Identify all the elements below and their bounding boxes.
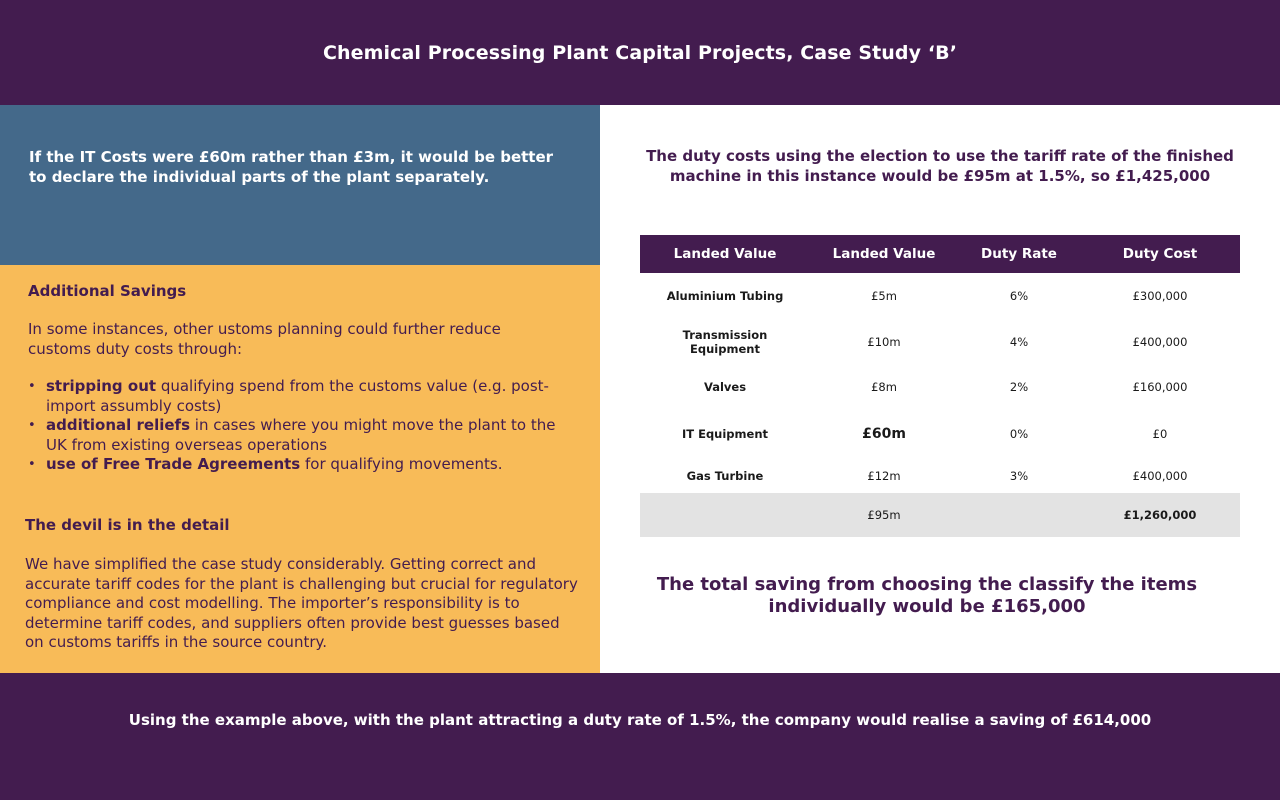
column-header: Duty Rate (958, 235, 1080, 273)
footer-banner: Using the example above, with the plant … (0, 673, 1280, 800)
column-header: Duty Cost (1080, 235, 1240, 273)
total-landed-value: £95m (810, 493, 958, 537)
total-saving-text: The total saving from choosing the class… (656, 574, 1198, 617)
duty-rate: 4% (1009, 335, 1029, 349)
item-name: IT Equipment (681, 427, 769, 441)
bullet-additional-reliefs: additional reliefs in cases where you mi… (28, 416, 580, 455)
duty-rate: 3% (1009, 469, 1029, 483)
column-header: Landed Value (640, 235, 810, 273)
bullet-text: for qualifying movements. (300, 455, 503, 473)
header-banner: Chemical Processing Plant Capital Projec… (0, 0, 1280, 105)
bullet-bold: additional reliefs (46, 416, 191, 434)
it-costs-panel: If the IT Costs were £60m rather than £3… (0, 105, 600, 265)
savings-bullet-list: stripping out qualifying spend from the … (28, 377, 580, 475)
total-duty-cost: £1,260,000 (1080, 493, 1240, 537)
table-header-row: Landed Value Landed Value Duty Rate Duty… (640, 235, 1240, 273)
item-name: Aluminium Tubing (666, 289, 784, 303)
landed-value: £5m (871, 289, 897, 303)
bullet-free-trade: use of Free Trade Agreements for qualify… (28, 455, 580, 475)
duty-rate: 6% (1009, 289, 1029, 303)
table-row: Gas Turbine £12m 3% £400,000 (640, 459, 1240, 493)
table-row: Transmission Equipment £10m 4% £400,000 (640, 319, 1240, 365)
devil-heading: The devil is in the detail (25, 516, 230, 534)
table-row: IT Equipment £60m 0% £0 (640, 409, 1240, 459)
bullet-text: in cases where you might move the plant … (46, 416, 556, 454)
duty-cost: £400,000 (1132, 335, 1188, 349)
item-name: Valves (703, 380, 747, 394)
total-label-cell (640, 493, 810, 537)
duty-election-text: The duty costs using the election to use… (646, 147, 1234, 185)
bullet-bold: use of Free Trade Agreements (46, 455, 301, 473)
duty-table: Landed Value Landed Value Duty Rate Duty… (640, 235, 1240, 537)
duty-rate: 2% (1009, 380, 1029, 394)
it-costs-text: If the IT Costs were £60m rather than £3… (29, 148, 554, 186)
landed-value: £8m (871, 380, 897, 394)
landed-value: £12m (867, 469, 901, 483)
footer-text: Using the example above, with the plant … (128, 711, 1152, 729)
bullet-stripping-out: stripping out qualifying spend from the … (28, 377, 580, 416)
table-total-row: £95m £1,260,000 (640, 493, 1240, 537)
landed-value: £60m (862, 426, 906, 442)
total-rate-cell (958, 493, 1080, 537)
item-name: Transmission Equipment (682, 328, 768, 356)
additional-savings-heading: Additional Savings (28, 282, 187, 300)
duty-cost: £0 (1152, 427, 1168, 441)
additional-savings-intro: In some instances, other ustoms planning… (28, 320, 501, 358)
table-row: Aluminium Tubing £5m 6% £300,000 (640, 273, 1240, 319)
duty-cost: £300,000 (1132, 289, 1188, 303)
item-name: Gas Turbine (686, 469, 764, 483)
table-row: Valves £8m 2% £160,000 (640, 365, 1240, 409)
duty-cost: £400,000 (1132, 469, 1188, 483)
savings-panel: Additional Savings In some instances, ot… (0, 265, 600, 673)
landed-value: £10m (867, 335, 901, 349)
bullet-bold: stripping out (46, 377, 157, 395)
bullet-text: qualifying spend from the customs value … (46, 377, 549, 415)
duty-rate: 0% (1009, 427, 1029, 441)
devil-body: We have simplified the case study consid… (25, 555, 578, 651)
page-title: Chemical Processing Plant Capital Projec… (322, 41, 958, 64)
column-header: Landed Value (810, 235, 958, 273)
duty-cost: £160,000 (1132, 380, 1188, 394)
